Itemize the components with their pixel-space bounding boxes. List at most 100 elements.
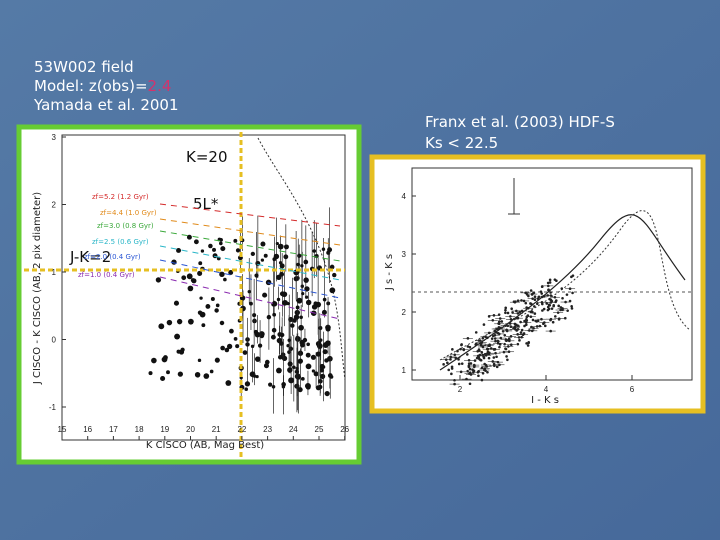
point: [223, 277, 227, 282]
point: [300, 376, 305, 381]
point: [541, 309, 544, 312]
point: [247, 289, 251, 294]
point: [492, 362, 496, 366]
point: [187, 318, 194, 325]
y-tick-label: 3: [402, 250, 407, 259]
point: [503, 342, 506, 346]
point: [556, 311, 560, 314]
right-plot-content: [439, 178, 691, 386]
point: [226, 343, 233, 350]
point: [453, 382, 456, 386]
point: [468, 382, 472, 386]
point: [560, 287, 564, 290]
x-axis-label: I - K s: [531, 395, 559, 406]
legend-label: zf=3.0 (0.8 Gyr): [97, 222, 154, 230]
point: [220, 345, 225, 351]
point: [245, 342, 250, 347]
point: [166, 370, 170, 375]
point: [224, 347, 230, 353]
point: [520, 299, 523, 302]
point: [557, 318, 561, 321]
point: [205, 304, 211, 309]
x-tick-label: 16: [83, 425, 92, 434]
point: [476, 354, 480, 358]
point: [195, 373, 201, 378]
point: [551, 320, 555, 324]
point: [329, 287, 336, 294]
point: [504, 306, 508, 310]
point: [549, 318, 552, 322]
point: [460, 343, 463, 347]
point: [519, 320, 522, 324]
point: [550, 307, 554, 310]
point: [294, 309, 301, 316]
point: [173, 300, 180, 306]
point: [187, 285, 194, 292]
point: [485, 365, 488, 368]
right-plot-axes: [411, 167, 693, 381]
point: [522, 332, 526, 335]
point: [255, 356, 261, 362]
point: [479, 343, 483, 347]
x-tick-label: 21: [212, 425, 221, 434]
point: [319, 373, 326, 380]
point: [483, 362, 486, 366]
point: [489, 347, 493, 350]
point: [277, 243, 284, 250]
point: [487, 356, 491, 360]
point: [242, 350, 248, 355]
caption-line: 53W002 field: [34, 58, 134, 76]
point: [332, 272, 337, 278]
point: [453, 353, 457, 357]
point: [271, 327, 277, 333]
point: [570, 275, 573, 279]
point: [272, 312, 277, 317]
point: [319, 368, 325, 373]
point: [288, 377, 295, 384]
point: [520, 328, 524, 332]
point: [501, 329, 505, 333]
point: [510, 307, 513, 311]
y-axis-label: J s - K s: [384, 254, 395, 291]
point: [497, 320, 501, 323]
point: [297, 387, 303, 393]
point: [494, 330, 498, 334]
point: [515, 323, 518, 327]
point: [263, 253, 268, 258]
point: [571, 291, 574, 295]
point: [545, 302, 549, 305]
left-plot-content: [148, 137, 346, 415]
point: [498, 363, 501, 367]
point: [298, 324, 304, 331]
point: [300, 342, 305, 348]
x-tick-label: 6: [630, 385, 635, 394]
point: [486, 347, 489, 351]
point: [525, 319, 529, 322]
point: [181, 275, 187, 281]
point: [293, 314, 300, 320]
point: [486, 350, 490, 354]
point: [263, 363, 269, 369]
point: [561, 296, 564, 300]
point: [233, 238, 238, 243]
annotation: J-K=2: [69, 248, 111, 266]
point: [509, 343, 513, 347]
point: [477, 374, 480, 378]
point: [304, 382, 311, 389]
point: [499, 336, 503, 340]
point: [482, 356, 486, 360]
point: [507, 345, 510, 348]
point: [473, 359, 477, 362]
point: [509, 335, 513, 338]
point: [506, 358, 509, 362]
point: [506, 311, 510, 315]
point: [304, 295, 309, 299]
point: [283, 254, 289, 260]
point: [220, 246, 226, 252]
point: [160, 375, 166, 382]
point: [474, 331, 478, 334]
point: [480, 351, 484, 354]
point: [262, 292, 268, 298]
point: [297, 253, 302, 258]
